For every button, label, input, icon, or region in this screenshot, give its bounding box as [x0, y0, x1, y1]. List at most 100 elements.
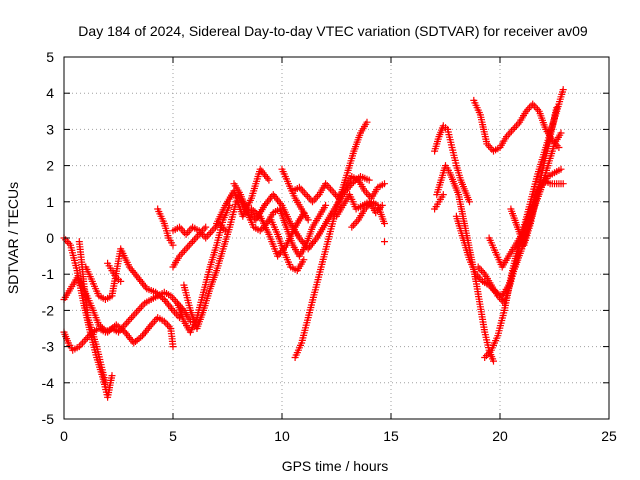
data-point-marker — [147, 293, 160, 303]
data-point-marker — [82, 330, 95, 343]
data-point-marker — [154, 314, 166, 324]
data-point-marker — [448, 144, 460, 167]
data-point-marker — [154, 205, 167, 225]
data-point-marker — [381, 180, 388, 188]
data-track-21 — [381, 238, 388, 246]
data-point-marker — [557, 129, 565, 137]
y-tick-label: -1 — [42, 266, 55, 282]
y-tick-label: 0 — [46, 230, 54, 246]
data-point-marker — [354, 176, 367, 193]
data-track-16 — [278, 165, 312, 224]
data-point-marker — [446, 169, 457, 185]
y-axis-label: SDTVAR / TECUs — [5, 182, 21, 294]
data-track-9 — [173, 201, 234, 336]
data-point-marker — [80, 285, 93, 305]
data-point-marker — [381, 238, 388, 246]
data-point-marker — [498, 254, 511, 271]
data-point-marker — [206, 269, 220, 293]
data-point-marker — [291, 341, 304, 361]
data-point-marker — [533, 153, 547, 180]
data-point-marker — [544, 170, 556, 180]
data-track-15 — [267, 216, 308, 275]
y-tick-label: -2 — [42, 302, 55, 318]
data-point-marker — [75, 238, 85, 261]
y-tick-label: -5 — [42, 411, 55, 427]
data-point-marker — [143, 285, 157, 295]
data-point-marker — [374, 181, 386, 191]
data-track-6 — [154, 205, 177, 249]
data-point-marker — [533, 164, 547, 199]
data-point-marker — [367, 198, 380, 208]
data-point-marker — [280, 249, 294, 268]
data-point-marker — [193, 309, 207, 332]
data-point-marker — [472, 277, 484, 308]
data-point-marker — [230, 180, 243, 196]
data-point-marker — [476, 303, 488, 334]
data-point-marker — [274, 230, 287, 254]
data-point-marker — [125, 263, 141, 280]
data-point-marker — [333, 204, 346, 220]
data-point-marker — [507, 247, 521, 282]
data-point-marker — [466, 198, 473, 206]
data-point-marker — [555, 144, 563, 151]
data-point-marker — [160, 296, 175, 313]
data-point-marker — [507, 205, 521, 229]
data-point-marker — [169, 306, 182, 320]
data-point-marker — [256, 165, 271, 182]
data-point-marker — [95, 292, 107, 302]
tick-labels: 0 5 10 15 20 25 -5 -4 -3 -2 -1 0 1 2 3 4 5 — [42, 49, 617, 444]
data-point-marker — [503, 127, 515, 141]
data-point-marker — [104, 259, 114, 272]
data-point-marker — [108, 267, 119, 279]
data-point-marker — [287, 263, 299, 273]
data-point-marker — [180, 306, 193, 323]
data-point-marker — [461, 187, 473, 204]
data-point-marker — [269, 206, 282, 217]
data-point-marker — [309, 215, 322, 231]
data-point-marker — [108, 247, 124, 300]
data-point-marker — [248, 205, 262, 219]
data-point-marker — [457, 176, 468, 193]
chart-title: Day 184 of 2024, Sidereal Day-to-day VTE… — [78, 23, 588, 39]
data-point-marker — [112, 274, 122, 284]
data-point-marker — [535, 107, 549, 131]
data-point-marker — [282, 225, 298, 249]
data-point-marker — [267, 216, 281, 236]
data-point-marker — [357, 120, 370, 137]
data-point-marker — [452, 212, 466, 240]
data-point-marker — [193, 291, 207, 322]
data-point-marker — [553, 180, 565, 188]
data-point-marker — [435, 124, 446, 141]
data-point-marker — [470, 96, 483, 116]
data-point-marker — [324, 215, 338, 246]
data-point-marker — [256, 212, 272, 236]
data-point-marker — [213, 204, 228, 227]
data-track-24 — [431, 191, 447, 213]
y-tick-label: 1 — [46, 194, 54, 210]
data-point-marker — [169, 241, 177, 249]
x-tick-label: 0 — [60, 428, 68, 444]
data-point-marker — [160, 220, 172, 240]
data-point-marker — [189, 223, 201, 234]
y-tick-label: 3 — [46, 121, 54, 137]
data-point-marker — [95, 325, 107, 335]
data-point-marker — [289, 185, 301, 195]
data-point-marker — [134, 274, 149, 291]
data-point-marker — [481, 348, 494, 361]
data-point-marker — [529, 100, 542, 113]
data-point-marker — [304, 291, 318, 322]
x-tick-label: 10 — [274, 428, 290, 444]
data-point-marker — [88, 326, 101, 336]
data-point-marker — [64, 339, 75, 352]
data-track-22 — [431, 122, 473, 206]
data-point-marker — [219, 226, 233, 253]
data-track-14 — [248, 205, 308, 260]
data-point-marker — [101, 293, 114, 303]
data-point-marker — [219, 204, 233, 224]
data-point-marker — [354, 207, 367, 224]
data-point-marker — [73, 274, 86, 290]
data-point-marker — [337, 171, 351, 199]
data-point-marker — [367, 186, 381, 202]
data-point-marker — [442, 162, 452, 174]
